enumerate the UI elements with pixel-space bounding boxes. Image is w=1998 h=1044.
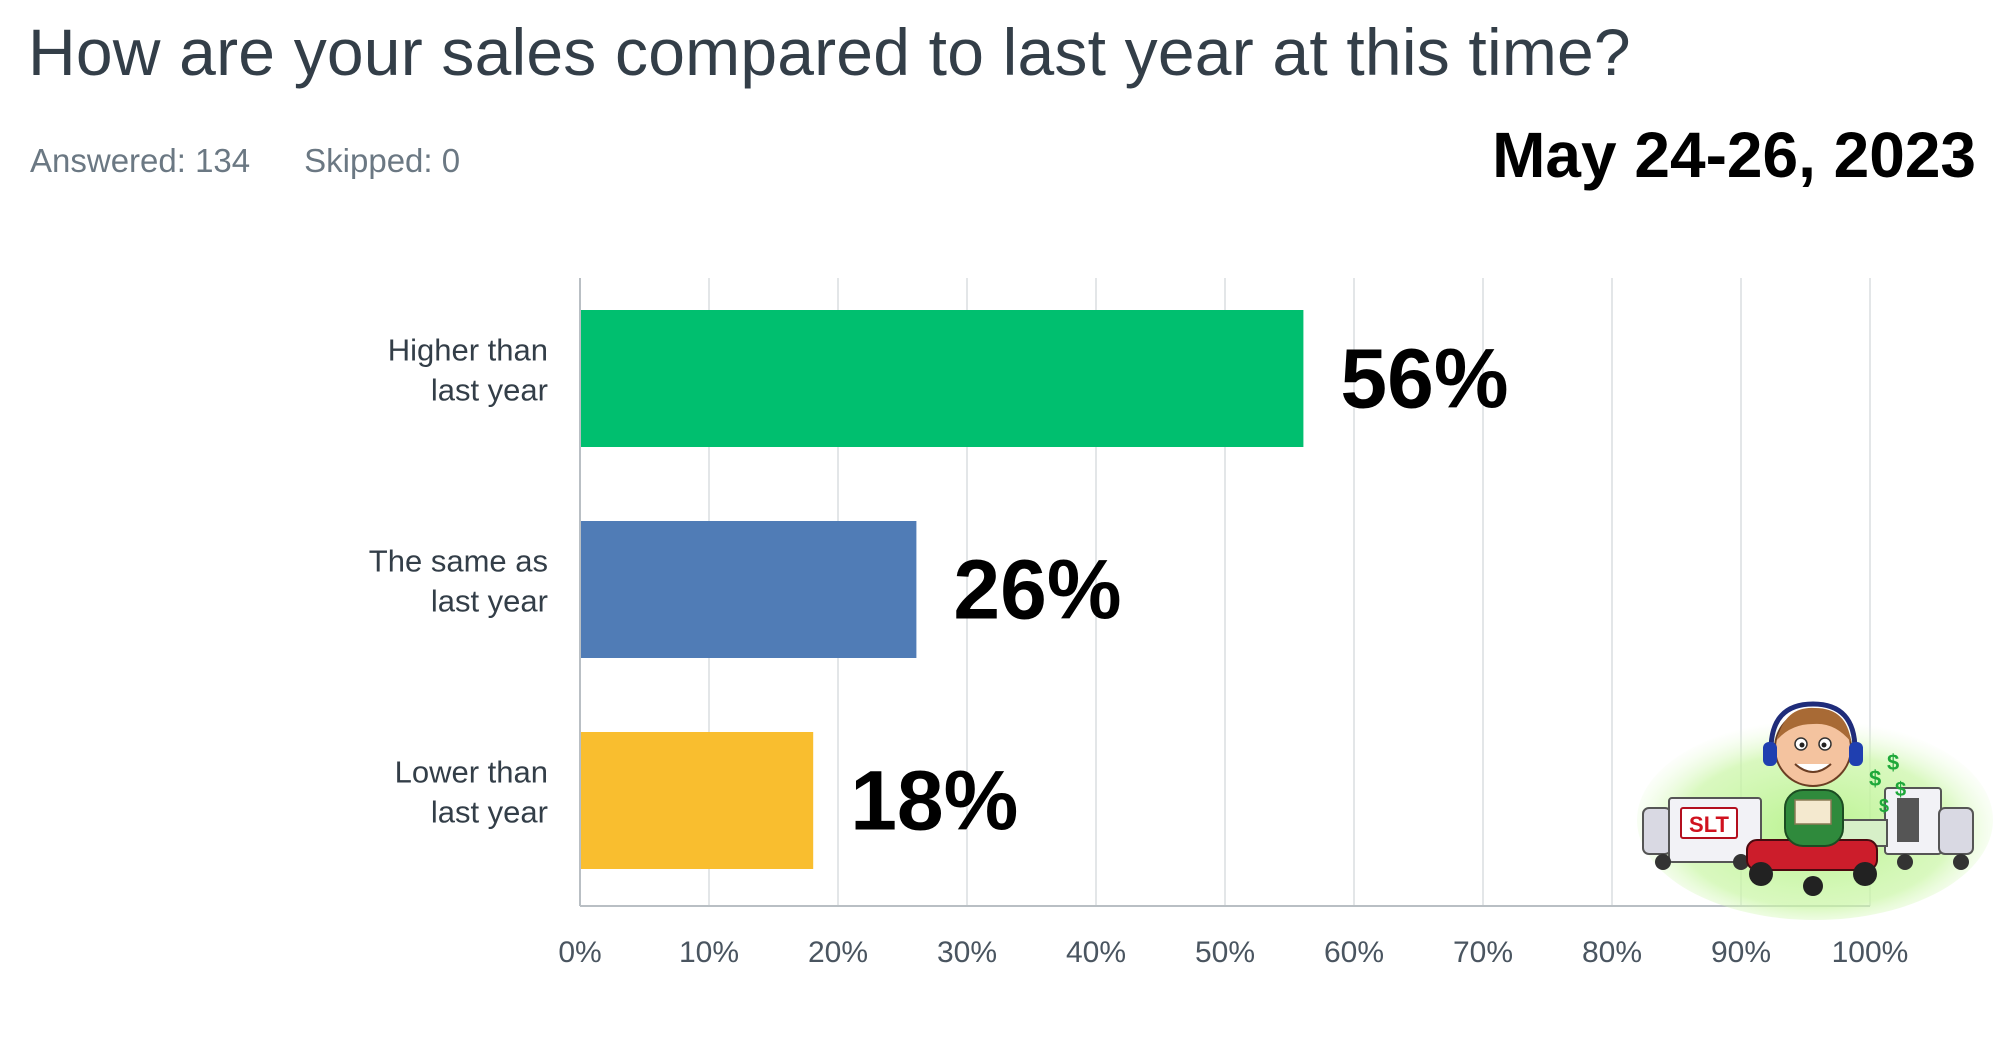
logo-text: SLT [1689, 812, 1729, 837]
x-tick-label: 50% [1195, 936, 1255, 969]
survey-date: May 24-26, 2023 [1492, 119, 1976, 191]
value-label: 56% [1340, 332, 1508, 426]
cartoon-man-with-headphones-icon [1763, 701, 1863, 847]
svg-text:$: $ [1869, 766, 1881, 791]
x-tick-label: 20% [808, 936, 868, 969]
x-tick-label: 40% [1066, 936, 1126, 969]
bar [581, 521, 917, 658]
bar [581, 310, 1304, 447]
svg-text:$: $ [1895, 779, 1906, 801]
x-axis-ticks: 0% 10% 20% 30% 40% 50% 60% 70% 80% 90% 100% [558, 936, 1908, 969]
x-tick-label: 100% [1832, 936, 1909, 969]
category-labels: Higher than last year The same as last year… [369, 333, 548, 830]
bar [581, 732, 814, 869]
category-label: The same as [369, 544, 548, 579]
dollar-sign-icon: $ $ $ $ [1869, 750, 1906, 816]
x-tick-label: 90% [1711, 936, 1771, 969]
answered-count: Answered: 134 [30, 142, 251, 179]
category-label: last year [431, 373, 548, 408]
category-label: last year [431, 795, 548, 830]
value-label: 26% [953, 543, 1121, 637]
response-stats: Answered: 134 Skipped: 0 [30, 142, 460, 180]
x-tick-label: 0% [558, 936, 601, 969]
x-tick-label: 60% [1324, 936, 1384, 969]
company-logo: SLT $ $ $ $ [1637, 701, 1993, 920]
bars [581, 310, 1304, 869]
value-labels: 56% 26% 18% [850, 332, 1508, 848]
x-tick-label: 10% [679, 936, 739, 969]
x-tick-label: 30% [937, 936, 997, 969]
svg-text:$: $ [1887, 750, 1899, 775]
svg-text:$: $ [1879, 796, 1889, 816]
category-label: Lower than [395, 755, 548, 790]
slt-logo-badge: SLT [1680, 807, 1738, 839]
x-tick-label: 70% [1453, 936, 1513, 969]
truck-icon [1830, 787, 1974, 870]
category-label: Higher than [388, 333, 548, 368]
skipped-count: Skipped: 0 [304, 142, 461, 179]
lawn-mower-icon [1746, 839, 1878, 896]
category-label: last year [431, 584, 548, 619]
x-tick-label: 80% [1582, 936, 1642, 969]
question-title: How are your sales compared to last year… [28, 15, 1631, 89]
value-label: 18% [850, 754, 1018, 848]
